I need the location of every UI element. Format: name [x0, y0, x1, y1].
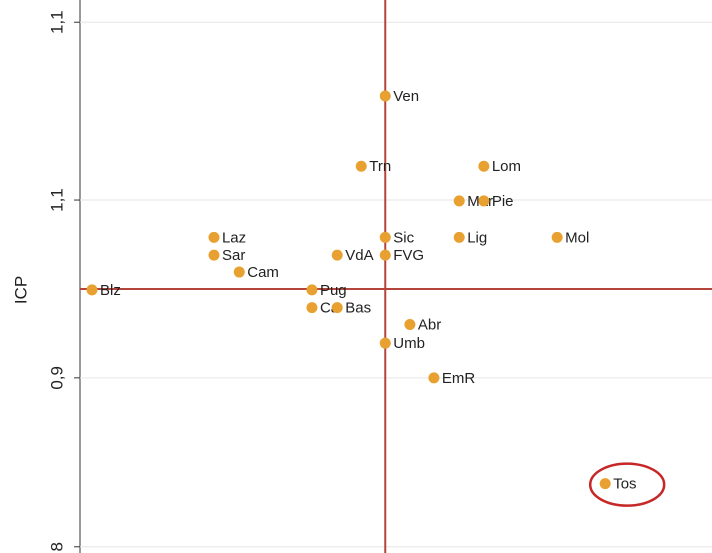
point	[551, 231, 563, 243]
point	[379, 231, 391, 243]
point-label: Mol	[565, 229, 589, 246]
point	[404, 319, 416, 331]
point	[379, 90, 391, 102]
y-axis-label: ICP	[11, 276, 30, 304]
point-label: Cam	[247, 264, 279, 281]
point	[453, 231, 465, 243]
y-tick-label: 1,1	[47, 188, 66, 212]
point	[331, 302, 343, 314]
point	[478, 195, 490, 207]
point-label: Bas	[345, 300, 371, 317]
point	[208, 231, 220, 243]
point	[599, 478, 611, 490]
y-tick-label: 8	[47, 542, 66, 551]
point-label: Umb	[393, 335, 425, 352]
point-label: VdA	[345, 247, 373, 264]
point	[379, 337, 391, 349]
point-label: Blz	[100, 282, 121, 299]
point-label: Trn	[369, 158, 391, 175]
y-tick-label: 1,1	[47, 10, 66, 34]
point-label: Lig	[467, 229, 487, 246]
point-label: Ven	[393, 88, 419, 105]
point	[355, 160, 367, 172]
y-tick-label: 0,9	[47, 366, 66, 390]
point-label: Pug	[320, 282, 347, 299]
point-label: Sic	[393, 229, 414, 246]
point	[379, 249, 391, 261]
point	[478, 160, 490, 172]
point	[453, 195, 465, 207]
point-label: Tos	[613, 476, 636, 493]
point	[331, 249, 343, 261]
point-label: Pie	[492, 193, 514, 210]
point	[86, 284, 98, 296]
point	[233, 266, 245, 278]
point	[428, 372, 440, 384]
highlight-circle	[588, 462, 666, 507]
point-label: FVG	[393, 247, 424, 264]
point	[208, 249, 220, 261]
point-label: Laz	[222, 229, 246, 246]
point-label: Lom	[492, 158, 521, 175]
point-label: EmR	[442, 370, 476, 387]
point-label: Sar	[222, 247, 245, 264]
point	[306, 302, 318, 314]
point	[306, 284, 318, 296]
point-label: Abr	[418, 316, 441, 333]
